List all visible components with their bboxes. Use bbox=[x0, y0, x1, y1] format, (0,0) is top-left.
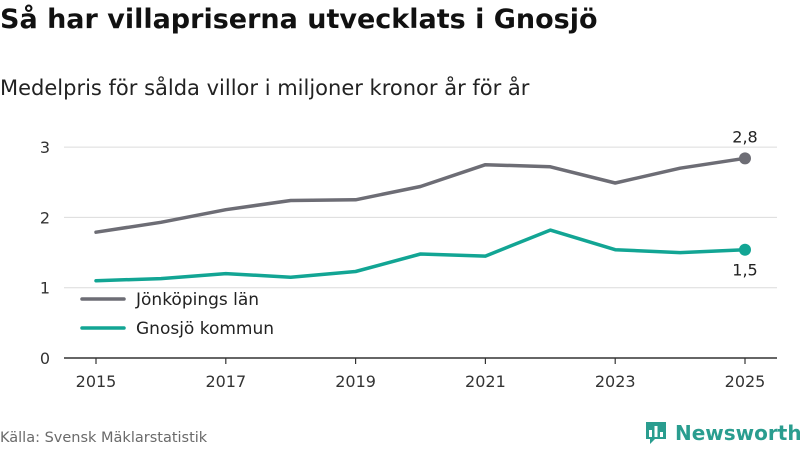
data-label: 2,8 bbox=[732, 127, 757, 146]
source-note: Källa: Svensk Mäklarstatistik bbox=[0, 430, 208, 446]
y-tick-label: 1 bbox=[40, 279, 50, 298]
x-tick-label: 2017 bbox=[205, 372, 246, 391]
series-line bbox=[94, 156, 747, 234]
brand-logo: Newsworthy bbox=[644, 420, 800, 446]
x-tick-label: 2015 bbox=[76, 372, 117, 391]
x-tick-label: 2019 bbox=[335, 372, 376, 391]
brand-name: Newsworthy bbox=[675, 421, 800, 445]
x-tick-label: 2023 bbox=[595, 372, 636, 391]
legend-label: Jönköpings län bbox=[135, 290, 259, 310]
y-tick-label: 2 bbox=[40, 208, 50, 227]
series-end-marker bbox=[739, 152, 751, 165]
x-tick-label: 2021 bbox=[465, 372, 506, 391]
y-tick-label: 3 bbox=[40, 138, 50, 157]
legend-label: Gnosjö kommun bbox=[136, 319, 274, 339]
x-tick-label: 2025 bbox=[725, 372, 766, 391]
y-tick-label: 0 bbox=[40, 349, 50, 368]
series-line bbox=[94, 228, 747, 283]
chart-subtitle: Medelpris för sålda villor i miljoner kr… bbox=[0, 76, 530, 100]
chart-title: Så har villapriserna utvecklats i Gnosjö bbox=[0, 4, 598, 35]
data-label: 1,5 bbox=[732, 261, 757, 280]
bar-chart-icon bbox=[646, 422, 666, 444]
series-end-marker bbox=[739, 243, 751, 256]
